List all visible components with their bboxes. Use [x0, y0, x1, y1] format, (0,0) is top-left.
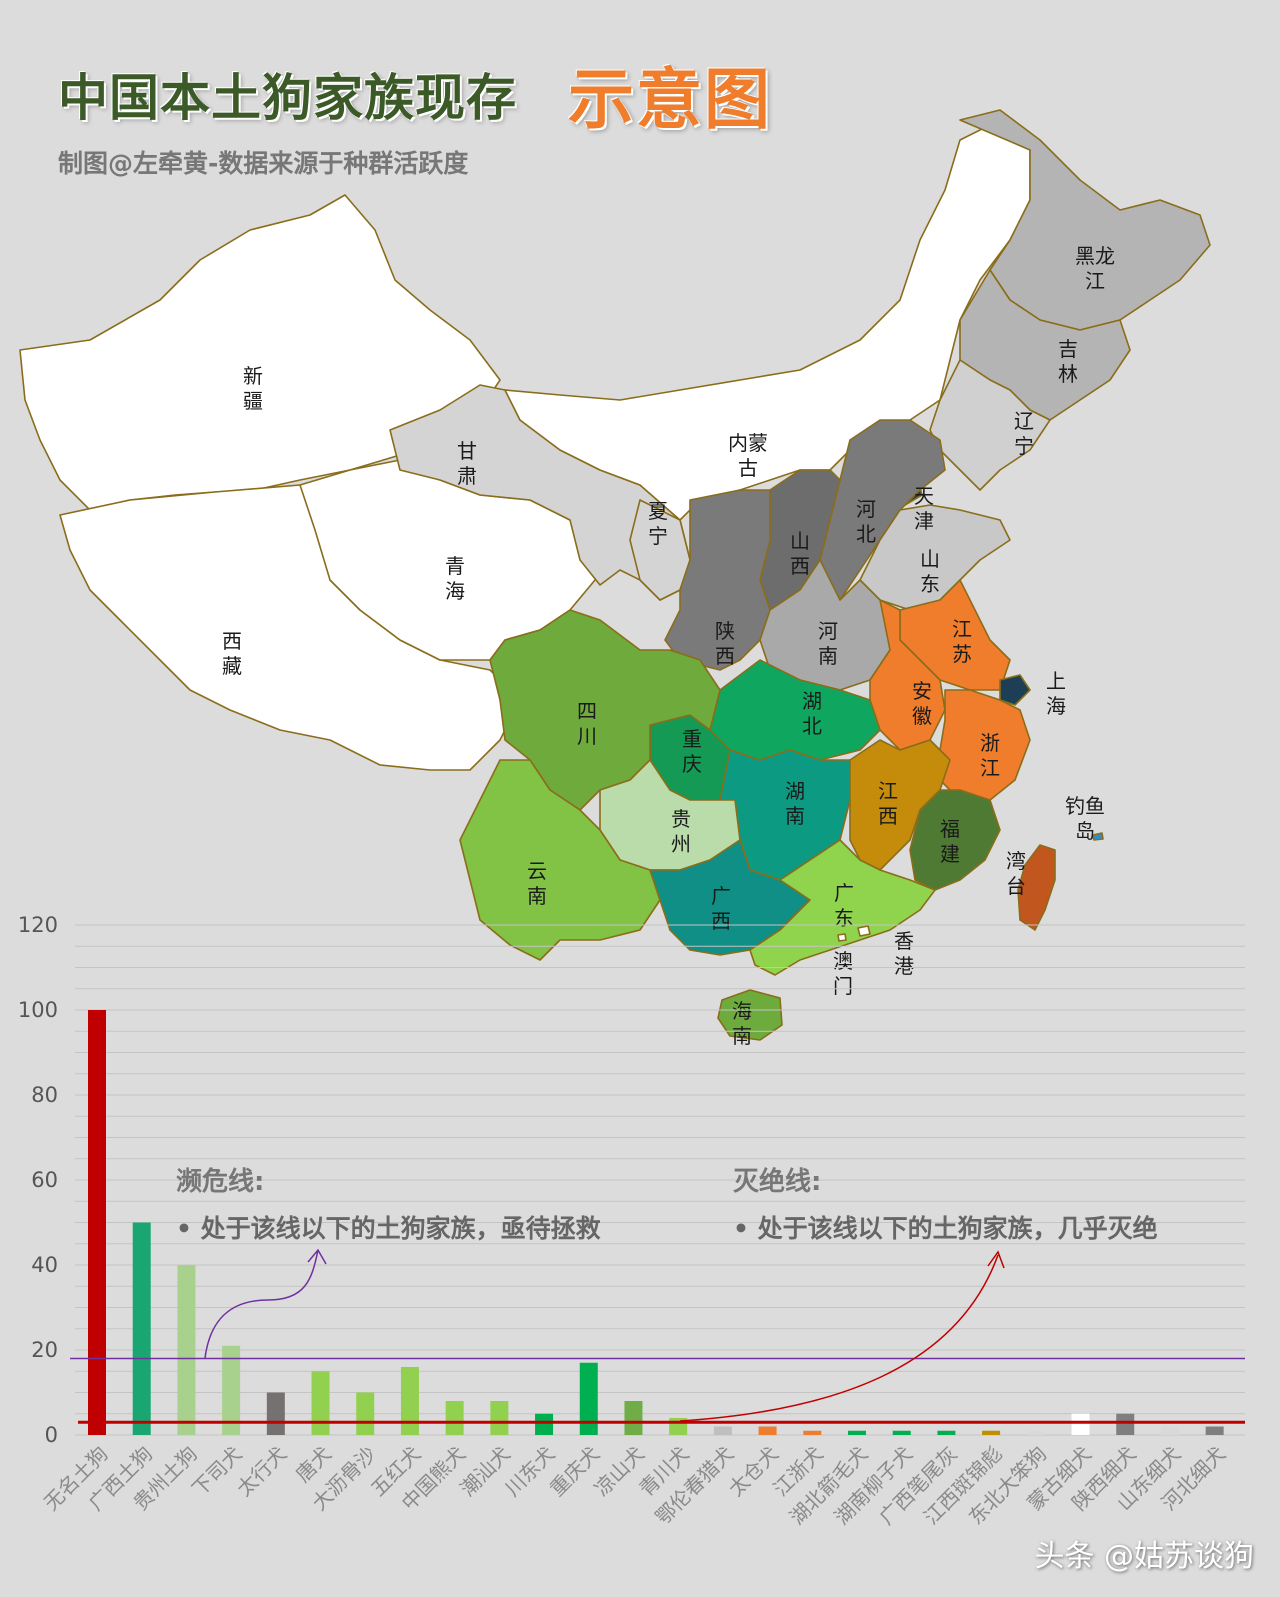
extinct-arrow-head — [987, 1250, 1005, 1269]
map-label-tianjin: 天津 — [914, 484, 934, 533]
province-diaoyudao — [1092, 832, 1104, 841]
bar-23 — [1116, 1413, 1135, 1435]
province-hainan — [717, 989, 783, 1041]
bar-15 — [758, 1426, 777, 1435]
map-label-zhejiang: 浙江 — [980, 731, 1000, 780]
map-label-gansu: 甘肃 — [457, 439, 477, 488]
bar-21 — [1026, 1430, 1045, 1435]
province-zhejiang — [939, 689, 1031, 801]
province-hongkong — [857, 925, 871, 937]
map-label-shaanxi: 陕西 — [715, 619, 735, 668]
map-label-ningxia: 夏宁 — [648, 499, 668, 548]
bar-22 — [1071, 1413, 1090, 1435]
bar-25 — [1205, 1426, 1224, 1435]
map-label-liaoning: 辽宁 — [1014, 409, 1034, 458]
extinct-title: 灭绝线: — [733, 1166, 821, 1197]
map-label-jiangsu: 江苏 — [952, 617, 972, 666]
y-tick-label: 80 — [31, 1083, 58, 1107]
bar-6 — [356, 1392, 375, 1435]
map-label-hainan: 海南 — [732, 999, 752, 1048]
map-label-heilongjiang: 黑龙江 — [1075, 244, 1115, 293]
map-label-henan: 河南 — [818, 619, 838, 668]
bar-1 — [132, 1222, 151, 1435]
x-tick-label: 凉山犬 — [590, 1442, 649, 1501]
map-label-xinjiang: 新疆 — [243, 364, 263, 413]
bar-5 — [311, 1371, 330, 1435]
x-tick-label: 川东犬 — [500, 1442, 559, 1501]
bar-9 — [490, 1401, 509, 1435]
bar-14 — [713, 1426, 732, 1435]
bar-4 — [266, 1392, 285, 1435]
x-tick-label: 下司犬 — [187, 1442, 246, 1501]
province-ningxia — [629, 499, 691, 601]
map-label-guangdong: 广东 — [834, 881, 854, 930]
map-label-fujian: 福建 — [940, 817, 960, 866]
map-label-shanghai: 上海 — [1046, 669, 1066, 718]
map-label-hubei: 湖北 — [802, 689, 822, 738]
x-tick-label: 重庆犬 — [545, 1442, 604, 1501]
bar-17 — [848, 1430, 866, 1435]
endangered-text: • 处于该线以下的土狗家族，亟待拯救 — [176, 1214, 601, 1243]
bar-2 — [177, 1265, 196, 1435]
watermark: 头条 @姑苏谈狗 — [1034, 1539, 1254, 1574]
x-tick-label: 太行犬 — [232, 1442, 291, 1501]
bar-3 — [222, 1345, 241, 1435]
bar-7 — [400, 1367, 419, 1435]
bar-0 — [88, 1010, 106, 1435]
map-label-anhui: 安徽 — [912, 679, 932, 728]
map-label-diaoyudao: 钓鱼岛 — [1065, 794, 1105, 843]
map-label-xizang: 西藏 — [222, 629, 242, 678]
page-title: 中国本土狗家族现存 — [58, 69, 517, 127]
bar-10 — [535, 1413, 554, 1435]
map-label-chongqing: 重庆 — [682, 727, 702, 776]
map-label-taiwan: 湾台 — [1006, 849, 1026, 898]
extinct-text: • 处于该线以下的土狗家族，几乎灭绝 — [733, 1214, 1158, 1243]
province-fujian — [909, 789, 1001, 891]
y-tick-label: 40 — [31, 1253, 58, 1277]
map-label-hunan: 湖南 — [785, 779, 805, 828]
province-yunnan — [459, 759, 661, 961]
map-label-hongkong: 香港 — [894, 929, 914, 978]
y-tick-label: 100 — [18, 998, 58, 1022]
province-macau — [837, 933, 847, 942]
bar-19 — [937, 1430, 956, 1435]
map-label-guizhou: 贵州 — [671, 807, 691, 856]
province-shaanxi — [664, 489, 771, 671]
map-label-qinghai: 青海 — [445, 554, 465, 603]
province-taiwan — [1017, 844, 1056, 931]
bar-12 — [624, 1401, 643, 1435]
bar-8 — [445, 1401, 464, 1435]
bar-16 — [803, 1430, 822, 1435]
map-label-sichuan: 四川 — [577, 699, 597, 748]
map-label-shandong: 山东 — [920, 547, 940, 596]
y-tick-label: 60 — [31, 1168, 58, 1192]
extinct-arrow — [679, 1254, 999, 1422]
province-shanghai — [999, 674, 1031, 706]
map-label-neimenggu: 内蒙古 — [728, 431, 768, 480]
province-heilongjiang — [959, 109, 1211, 331]
map-label-guangxi: 广西 — [711, 884, 731, 933]
bar-24 — [1160, 1426, 1179, 1435]
endangered-title: 濒危线: — [176, 1166, 264, 1197]
page-title-accent: 示意图 — [568, 61, 772, 138]
map-label-hebei: 河北 — [856, 497, 876, 546]
bar-11 — [579, 1362, 598, 1435]
y-tick-label: 20 — [31, 1338, 58, 1362]
page-subtitle: 制图@左牵黄-数据来源于种群活跃度 — [58, 149, 469, 178]
y-tick-label: 120 — [18, 913, 58, 937]
map-label-jilin: 吉林 — [1058, 337, 1078, 386]
endangered-arrow-head — [307, 1248, 327, 1265]
x-tick-label: 太仓犬 — [724, 1442, 783, 1501]
y-tick-label: 0 — [45, 1423, 58, 1447]
map-label-jiangxi: 江西 — [878, 779, 898, 828]
bar-20 — [982, 1430, 1001, 1435]
x-tick-label: 潮汕犬 — [455, 1442, 514, 1501]
bar-18 — [892, 1430, 911, 1435]
map-label-yunnan: 云南 — [527, 859, 547, 908]
map-label-shanxi: 山西 — [790, 529, 810, 578]
endangered-arrow — [204, 1249, 319, 1359]
